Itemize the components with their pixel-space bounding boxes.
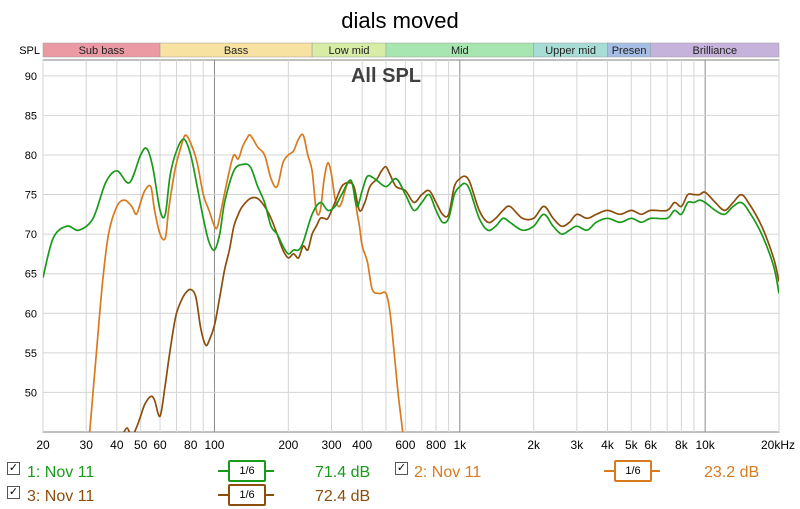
series-2-checkbox[interactable]: ✓ bbox=[395, 462, 408, 475]
y-tick-label-8: 90 bbox=[25, 71, 37, 83]
y-tick-label-7: 85 bbox=[25, 110, 37, 122]
x-tick-label-12: 1k bbox=[453, 438, 467, 452]
band-label-0: Sub bass bbox=[79, 45, 125, 57]
band-label-1: Bass bbox=[224, 45, 249, 57]
y-tick-label-0: 50 bbox=[25, 387, 37, 399]
band-label-3: Mid bbox=[451, 45, 469, 57]
x-tick-label-1: 30 bbox=[80, 438, 94, 452]
series-1-label: 1: Nov 11 bbox=[27, 464, 95, 481]
y-tick-label-2: 60 bbox=[25, 308, 37, 320]
series-3-value: 72.4 dB bbox=[315, 488, 371, 505]
x-tick-label-0: 20 bbox=[36, 438, 50, 452]
x-tick-label-8: 300 bbox=[322, 438, 342, 452]
x-tick-label-9: 400 bbox=[352, 438, 372, 452]
x-tick-label-20: 20kHz bbox=[761, 438, 795, 452]
x-tick-label-11: 800 bbox=[426, 438, 446, 452]
x-tick-label-14: 3k bbox=[571, 438, 585, 452]
x-tick-label-18: 8k bbox=[675, 438, 689, 452]
x-tick-label-2: 40 bbox=[110, 438, 124, 452]
x-tick-label-17: 6k bbox=[644, 438, 658, 452]
x-tick-label-7: 200 bbox=[278, 438, 298, 452]
x-tick-label-13: 2k bbox=[527, 438, 541, 452]
band-label-2: Low mid bbox=[329, 45, 370, 57]
plot-area bbox=[42, 59, 780, 433]
y-tick-label-3: 65 bbox=[25, 269, 37, 281]
series-3-label: 3: Nov 11 bbox=[27, 488, 95, 505]
x-tick-label-10: 600 bbox=[395, 438, 415, 452]
x-tick-label-16: 5k bbox=[625, 438, 639, 452]
y-tick-label-4: 70 bbox=[25, 229, 37, 241]
chart-title: dials moved bbox=[341, 8, 459, 33]
x-tick-label-3: 50 bbox=[134, 438, 148, 452]
series-2-label: 2: Nov 11 bbox=[414, 464, 482, 481]
series-1-value: 71.4 dB bbox=[315, 464, 371, 481]
x-tick-label-4: 60 bbox=[153, 438, 167, 452]
x-tick-label-19: 10k bbox=[695, 438, 715, 452]
band-6 bbox=[650, 42, 780, 58]
band-label-5: Presen bbox=[612, 45, 647, 57]
series-1-checkbox[interactable]: ✓ bbox=[7, 462, 20, 475]
band-label-4: Upper mid bbox=[545, 45, 596, 57]
y-tick-label-5: 75 bbox=[25, 190, 37, 202]
series-3-checkbox[interactable]: ✓ bbox=[7, 486, 20, 499]
series-1-smoothing[interactable]: 1/6 bbox=[228, 460, 266, 482]
series-2-smoothing[interactable]: 1/6 bbox=[614, 460, 652, 482]
series-line-2 bbox=[88, 133, 404, 432]
x-tick-label-15: 4k bbox=[601, 438, 615, 452]
plot-title: All SPL bbox=[351, 65, 421, 87]
series-2-value: 23.2 dB bbox=[704, 464, 760, 481]
band-label-6: Brilliance bbox=[693, 45, 738, 57]
y-tick-label-1: 55 bbox=[25, 348, 37, 360]
y-tick-label-6: 80 bbox=[25, 150, 37, 162]
x-tick-label-6: 100 bbox=[204, 438, 224, 452]
x-tick-label-5: 80 bbox=[184, 438, 198, 452]
series-line-1 bbox=[43, 138, 779, 294]
y-axis-label: SPL bbox=[19, 45, 40, 57]
series-3-smoothing[interactable]: 1/6 bbox=[228, 484, 266, 506]
series-line-3 bbox=[123, 165, 779, 432]
